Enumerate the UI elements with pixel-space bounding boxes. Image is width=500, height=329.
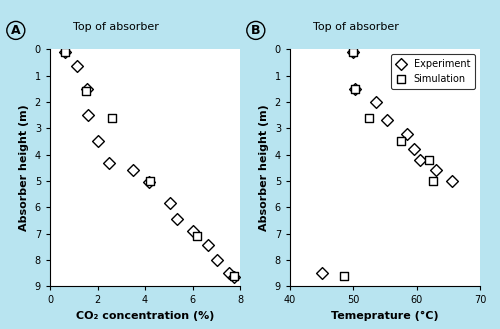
Simulation xyxy=(350,86,358,91)
Simulation xyxy=(428,178,436,184)
Simulation xyxy=(340,273,348,278)
Point xyxy=(144,180,152,185)
Text: Top of absorber: Top of absorber xyxy=(73,22,158,32)
Experiment xyxy=(432,168,440,173)
Experiment xyxy=(350,49,358,55)
Point xyxy=(62,49,70,55)
Point xyxy=(173,216,181,222)
Point xyxy=(226,270,234,276)
Experiment xyxy=(403,131,411,136)
Experiment xyxy=(410,147,418,152)
Text: Top of absorber: Top of absorber xyxy=(313,22,398,32)
Point xyxy=(106,160,114,165)
Simulation xyxy=(397,139,405,144)
Text: B: B xyxy=(251,24,260,37)
Experiment xyxy=(351,86,359,91)
Point xyxy=(82,89,90,94)
Simulation xyxy=(426,157,434,163)
Point xyxy=(166,201,174,206)
Experiment xyxy=(448,178,456,184)
Point xyxy=(74,64,82,69)
Legend: Experiment, Simulation: Experiment, Simulation xyxy=(392,54,475,89)
Point xyxy=(146,178,154,184)
Point xyxy=(230,274,238,280)
Simulation xyxy=(365,115,373,120)
Point xyxy=(84,113,92,118)
X-axis label: Temeprature (°C): Temeprature (°C) xyxy=(331,311,439,321)
Point xyxy=(129,168,137,173)
Y-axis label: Absorber height (m): Absorber height (m) xyxy=(19,104,29,231)
Experiment xyxy=(318,270,326,276)
Experiment xyxy=(416,157,424,163)
Y-axis label: Absorber height (m): Absorber height (m) xyxy=(259,104,269,231)
Experiment xyxy=(383,118,391,123)
Point xyxy=(188,228,196,234)
Point xyxy=(193,234,201,239)
Experiment xyxy=(372,99,380,105)
Point xyxy=(62,49,70,55)
X-axis label: CO₂ concentration (%): CO₂ concentration (%) xyxy=(76,311,214,321)
Point xyxy=(108,115,116,120)
Point xyxy=(230,273,238,278)
Point xyxy=(94,139,102,144)
Point xyxy=(83,86,91,91)
Point xyxy=(214,257,222,263)
Point xyxy=(204,243,212,248)
Text: A: A xyxy=(11,24,20,37)
Simulation xyxy=(350,49,358,55)
